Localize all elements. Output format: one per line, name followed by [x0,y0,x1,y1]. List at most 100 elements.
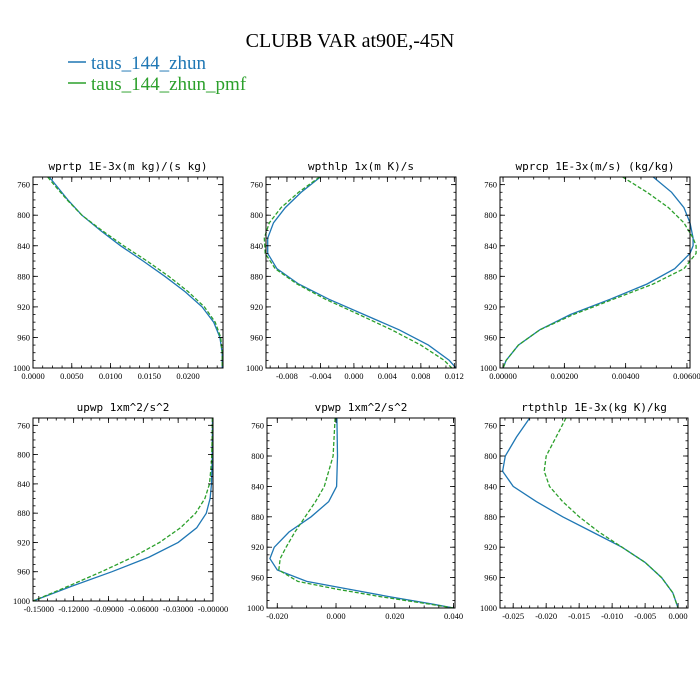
y-tick-label: 840 [17,241,30,251]
x-tick-label: 0.00600 [673,371,700,381]
x-tick-label: -0.015 [568,611,590,621]
x-tick-label: -0.020 [535,611,557,621]
y-tick-label: 960 [17,332,30,342]
panel-5: vpwp 1xm^2/s^2 760 800 840 880 920 960 1000-0.0… [247,401,463,621]
series-line-zhun [501,417,679,609]
plot-frame [266,417,456,609]
y-tick-label: 880 [17,271,30,281]
panel-4: upwp 1xm^2/s^27608008408809209601000-0.1… [13,401,228,614]
x-tick-label: 0.020 [385,611,404,621]
y-tick-label: 800 [17,210,30,220]
y-tick-label: 960 [484,332,497,342]
x-tick-label: 0.012 [445,371,464,381]
panel-1: wprtp 1E-3x(m kg)/(s kg) 760 800 840 880 920 9… [13,160,224,381]
x-tick-label: 0.004 [378,371,398,381]
series-line-zhun-pmf [47,176,223,368]
panel-title: vpwp 1xm^2/s^2 [315,401,408,414]
plot-frame [499,417,689,609]
panel-3: wprcp 1E-3x(m/s) (kg/kg) 760 800 840 880 920 9… [480,160,700,381]
series-line-zhun [32,417,214,602]
series-line-zhun-pmf [263,176,453,369]
y-tick-label: 920 [484,542,497,552]
plot-frame [32,417,214,602]
y-tick-label: 880 [250,271,263,281]
x-tick-label: -0.005 [634,611,656,621]
y-tick-label: 800 [17,450,30,460]
panel-title: wprcp 1E-3x(m/s) (kg/kg) [516,160,675,173]
x-tick-label: 0.00400 [612,371,640,381]
x-tick-label: -0.008 [276,371,298,381]
y-tick-label: 1000 [13,363,30,373]
y-tick-label: 760 [17,420,30,430]
plot-frame [32,176,224,369]
y-tick-label: 920 [251,542,264,552]
y-tick-label: 880 [484,512,497,522]
series-line-zhun [48,176,223,368]
y-tick-label: 840 [251,481,264,491]
y-tick-label: 840 [17,479,30,489]
x-tick-label: 0.000 [326,611,345,621]
y-tick-label: 800 [484,451,497,461]
y-tick-label: 880 [17,508,30,518]
x-tick-label: 0.00200 [551,371,579,381]
plot-frame [499,176,691,369]
legend: taus_144_zhun taus_144_zhun_pmf [68,53,247,95]
x-tick-label: -0.004 [309,371,332,381]
y-tick-label: 960 [484,573,497,583]
y-tick-label: 840 [484,481,497,491]
series-line-zhun [267,176,457,369]
x-tick-label: -0.06000 [128,604,158,614]
x-tick-label: 0.0200 [176,371,199,381]
y-tick-label: 920 [250,302,263,312]
x-tick-label: 0.0100 [99,371,122,381]
series-line-zhun-pmf [278,417,454,609]
legend-label-zhun: taus_144_zhun [91,53,207,74]
series-line-zhun [269,417,454,609]
y-tick-label: 760 [251,421,264,431]
series-line-zhun-pmf [32,417,214,602]
y-tick-label: 920 [17,302,30,312]
x-tick-label: -0.12000 [58,604,88,614]
panel-2: wpthlp 1x(m K)/s 760 800 840 880 920 960 1000 -0… [246,160,464,381]
x-tick-label: -0.15000 [24,604,54,614]
x-tick-label: -0.010 [601,611,623,621]
panel-title: wpthlp 1x(m K)/s [308,160,414,173]
series-line-zhun [502,176,694,369]
x-tick-label: 0.0000 [21,371,44,381]
legend-label-zhun-pmf: taus_144_zhun_pmf [91,74,247,95]
x-tick-label: -0.00000 [198,604,228,614]
y-tick-label: 760 [17,180,30,190]
x-tick-label: 0.008 [411,371,430,381]
y-tick-label: 1000 [246,363,263,373]
y-tick-label: 800 [484,210,497,220]
y-tick-label: 800 [251,451,264,461]
panel-6: rtpthlp 1E-3x(kg K)/kg 760 800 840 880 920 960… [480,401,689,621]
x-tick-label: 0.00000 [489,371,517,381]
panel-title: upwp 1xm^2/s^2 [77,401,170,414]
y-tick-label: 960 [250,332,263,342]
panels: wprtp 1E-3x(m kg)/(s kg) 760 800 840 880 920 9… [13,160,700,621]
y-tick-label: 1000 [247,603,264,613]
x-tick-label: -0.025 [502,611,524,621]
plot-frame [265,176,457,369]
x-tick-label: -0.020 [266,611,288,621]
y-tick-label: 840 [250,241,263,251]
x-tick-label: 0.000 [669,611,688,621]
y-tick-label: 840 [484,241,497,251]
y-tick-label: 800 [250,210,263,220]
x-tick-label: 0.000 [344,371,363,381]
y-tick-label: 960 [17,567,30,577]
y-tick-label: 920 [484,302,497,312]
x-tick-label: 0.040 [444,611,463,621]
y-tick-label: 760 [484,180,497,190]
y-tick-label: 760 [484,421,497,431]
y-tick-label: 920 [17,537,30,547]
series-line-zhun-pmf [543,417,679,609]
series-line-zhun-pmf [502,176,697,369]
y-tick-label: 1000 [480,363,497,373]
figure-title: CLUBB VAR at90E,-45N [246,30,455,52]
panel-title: rtpthlp 1E-3x(kg K)/kg [521,401,667,414]
y-tick-label: 760 [250,180,263,190]
x-tick-label: -0.09000 [93,604,123,614]
